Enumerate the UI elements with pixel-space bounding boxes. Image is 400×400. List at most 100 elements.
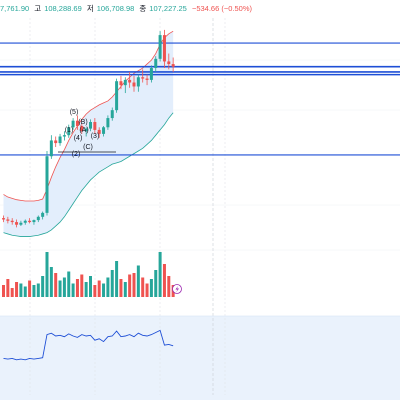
candle-body-31 (136, 77, 140, 87)
volume-bar-13 (58, 280, 62, 297)
volume-bar-18 (80, 274, 84, 297)
wave-label-7: (3) (91, 133, 100, 140)
volume-bar-3 (15, 282, 19, 297)
legend-low: 106,708.98 (96, 4, 135, 13)
volume-bar-30 (132, 273, 136, 297)
candle-body-32 (141, 77, 145, 79)
volume-bar-4 (19, 283, 23, 297)
candle-body-28 (123, 79, 127, 86)
ohlc-legend: 7,761.90 고 108,288.69 저 106,708.98 종 107,22… (0, 1, 255, 17)
volume-bar-6 (28, 280, 32, 297)
wave-label-3: (A) (79, 127, 88, 134)
horizontal-levels[interactable] (0, 42, 400, 156)
candle-body-12 (54, 140, 58, 144)
wave-label-1: (B) (78, 119, 87, 126)
volume-bar-33 (145, 283, 149, 297)
volume-bar-8 (36, 283, 40, 297)
candle-body-11 (49, 140, 53, 157)
oscillator-panel-bg (0, 316, 400, 400)
candle-body-5 (23, 220, 27, 223)
candle-body-25 (110, 110, 114, 119)
volume-bar-27 (119, 279, 123, 297)
candle-body-34 (149, 68, 153, 80)
candle-body-14 (62, 135, 66, 137)
volume-bar-24 (106, 277, 110, 297)
volume-bar-14 (62, 277, 66, 297)
candle-body-9 (41, 212, 45, 217)
candle-body-27 (119, 81, 123, 86)
candle-body-21 (93, 122, 97, 130)
candle-body-26 (115, 81, 119, 111)
candle-body-30 (132, 82, 136, 87)
candle-body-0 (2, 218, 5, 220)
volume-bar-23 (102, 283, 106, 297)
volume-bar-25 (110, 270, 114, 297)
volume-bar-12 (54, 273, 58, 297)
flash-icon-glyph (175, 286, 179, 293)
candle-body-18 (80, 125, 84, 132)
volume-bar-2 (10, 288, 14, 297)
candle-body-17 (75, 120, 79, 126)
volume-bar-34 (149, 279, 153, 297)
candle-body-6 (28, 220, 32, 223)
candle-body-10 (45, 156, 49, 213)
volume-bar-17 (75, 279, 79, 297)
candle-body-19 (84, 128, 88, 132)
wave-label-5: (C) (83, 144, 93, 151)
volume-bar-10 (45, 252, 49, 297)
volume-bar-29 (128, 274, 132, 297)
icons[interactable] (172, 284, 182, 294)
candle-body-22 (97, 129, 101, 134)
volume-bar-22 (97, 280, 101, 297)
volume-bar-28 (123, 282, 127, 297)
volume-bar-32 (141, 277, 145, 297)
volume-bar-35 (154, 270, 158, 297)
legend-low-label: 저 (86, 4, 94, 13)
legend-open: 7,761.90 (0, 4, 30, 13)
wave-label-4: (4) (74, 135, 83, 142)
legend-close: 107,227.25 (149, 4, 187, 13)
candle-body-1 (6, 219, 10, 221)
volume-bar-7 (32, 285, 36, 297)
candle-body-37 (162, 35, 166, 62)
oscillator (0, 315, 400, 361)
oscillator-line (3, 329, 174, 361)
volume-bar-0 (2, 285, 5, 297)
candle-body-2 (10, 220, 14, 223)
volume-bar-37 (162, 264, 166, 297)
wave-label-0: (5) (70, 109, 79, 116)
candle-body-35 (154, 58, 158, 69)
candle-body-16 (71, 120, 75, 128)
annotations: (5) (B) (1) (A)(4)(C)(2) (3) (58, 109, 116, 158)
volume-bar-5 (23, 286, 27, 297)
volume-bar-16 (71, 283, 75, 297)
candles (2, 29, 175, 228)
wave-label-2: (1) (65, 127, 74, 134)
candle-body-3 (15, 222, 19, 225)
candle-body-39 (171, 64, 175, 67)
candle-body-13 (58, 136, 62, 144)
candle-body-36 (158, 35, 162, 59)
bb-lower-line (3, 112, 174, 237)
candle-body-7 (32, 220, 36, 223)
volume-bar-31 (136, 265, 140, 297)
candle-body-8 (36, 216, 40, 221)
candle-body-4 (19, 222, 23, 225)
candle-body-23 (102, 127, 106, 134)
volume-bar-26 (115, 261, 119, 297)
wave-label-6: (2) (72, 151, 81, 158)
legend-change: −534.66 (−0.50%) (191, 4, 252, 13)
volume-bar-19 (84, 282, 88, 297)
volume-bars (2, 252, 175, 297)
candle-body-29 (128, 79, 132, 83)
candle-body-24 (106, 118, 110, 128)
volume-bar-36 (158, 252, 162, 297)
volume-bar-21 (93, 285, 97, 297)
volume-bar-15 (67, 271, 71, 297)
candle-body-38 (167, 61, 171, 65)
volume-bar-1 (6, 279, 10, 297)
legend-high-label: 고 (34, 4, 42, 13)
volume-bar-38 (167, 276, 171, 297)
candle-body-15 (67, 127, 71, 136)
